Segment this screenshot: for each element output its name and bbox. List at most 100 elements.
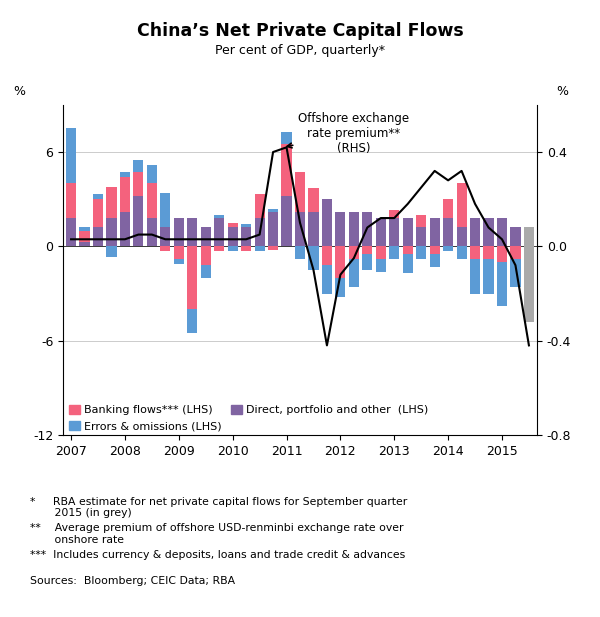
Bar <box>93 199 103 228</box>
Bar <box>430 254 440 267</box>
Bar <box>335 278 346 297</box>
Bar <box>120 177 130 212</box>
Bar <box>281 196 292 246</box>
Bar <box>376 218 386 246</box>
Bar <box>214 218 224 246</box>
Bar <box>160 246 170 251</box>
Bar <box>268 212 278 246</box>
Bar <box>281 144 292 196</box>
Text: %: % <box>556 85 568 98</box>
Bar <box>497 218 507 246</box>
Bar <box>362 246 373 254</box>
Bar <box>174 246 184 259</box>
Bar <box>389 246 400 259</box>
Bar <box>308 212 319 246</box>
Bar <box>281 131 292 144</box>
Bar <box>174 218 184 246</box>
Bar <box>79 231 89 242</box>
Bar <box>484 246 494 259</box>
Bar <box>443 199 453 218</box>
Bar <box>457 183 467 228</box>
Legend: Banking flows*** (LHS), Errors & omissions (LHS), Direct, portfolio and other  (: Banking flows*** (LHS), Errors & omissio… <box>68 405 428 431</box>
Bar <box>524 228 534 246</box>
Bar <box>524 246 534 278</box>
Bar <box>106 186 116 218</box>
Bar <box>308 246 319 270</box>
Bar <box>227 223 238 228</box>
Bar <box>403 254 413 273</box>
Bar <box>133 196 143 246</box>
Bar <box>484 259 494 294</box>
Bar <box>187 246 197 309</box>
Bar <box>254 218 265 246</box>
Bar <box>227 228 238 246</box>
Bar <box>147 165 157 183</box>
Bar <box>93 228 103 246</box>
Bar <box>322 246 332 265</box>
Text: %: % <box>13 85 25 98</box>
Bar <box>403 246 413 254</box>
Bar <box>403 218 413 246</box>
Bar <box>349 246 359 259</box>
Bar <box>497 262 507 306</box>
Bar <box>295 173 305 212</box>
Bar <box>106 246 116 257</box>
Bar <box>470 246 480 259</box>
Bar <box>133 160 143 173</box>
Bar <box>430 218 440 246</box>
Bar <box>147 183 157 218</box>
Bar <box>268 246 278 249</box>
Bar <box>362 254 373 270</box>
Bar <box>133 173 143 196</box>
Bar <box>511 228 521 246</box>
Bar <box>227 246 238 251</box>
Bar <box>241 225 251 228</box>
Bar <box>241 228 251 246</box>
Bar <box>443 246 453 251</box>
Bar <box>497 246 507 262</box>
Bar <box>470 259 480 294</box>
Bar <box>322 199 332 246</box>
Bar <box>295 246 305 259</box>
Bar <box>349 212 359 246</box>
Bar <box>66 183 76 218</box>
Bar <box>214 215 224 218</box>
Text: Offshore exchange
rate premium**
(RHS): Offshore exchange rate premium** (RHS) <box>287 112 409 155</box>
Bar <box>376 259 386 271</box>
Text: **    Average premium of offshore USD-renminbi exchange rate over
       onshore: ** Average premium of offshore USD-renmi… <box>30 523 404 545</box>
Bar <box>416 215 426 228</box>
Bar <box>457 228 467 246</box>
Bar <box>349 259 359 288</box>
Text: Per cent of GDP, quarterly*: Per cent of GDP, quarterly* <box>215 44 385 57</box>
Text: *     RBA estimate for net private capital flows for September quarter
       20: * RBA estimate for net private capital f… <box>30 497 407 518</box>
Bar <box>66 218 76 246</box>
Bar <box>187 309 197 333</box>
Bar <box>308 188 319 212</box>
Bar <box>470 218 480 246</box>
Bar <box>160 228 170 246</box>
Bar <box>322 265 332 294</box>
Bar <box>200 265 211 278</box>
Bar <box>93 194 103 199</box>
Text: ***  Includes currency & deposits, loans and trade credit & advances: *** Includes currency & deposits, loans … <box>30 550 405 560</box>
Bar <box>376 246 386 259</box>
Bar <box>187 218 197 246</box>
Bar <box>200 228 211 246</box>
Bar <box>241 246 251 251</box>
Bar <box>524 278 534 322</box>
Bar <box>335 212 346 246</box>
Bar <box>254 246 265 251</box>
Bar <box>362 212 373 246</box>
Bar <box>511 259 521 288</box>
Bar <box>120 212 130 246</box>
Bar <box>416 246 426 259</box>
Bar <box>106 218 116 246</box>
Bar <box>430 246 440 254</box>
Bar <box>120 173 130 177</box>
Bar <box>389 210 400 218</box>
Bar <box>511 246 521 259</box>
Bar <box>416 228 426 246</box>
Bar <box>174 259 184 263</box>
Text: Sources:  Bloomberg; CEIC Data; RBA: Sources: Bloomberg; CEIC Data; RBA <box>30 576 235 586</box>
Bar <box>268 209 278 212</box>
